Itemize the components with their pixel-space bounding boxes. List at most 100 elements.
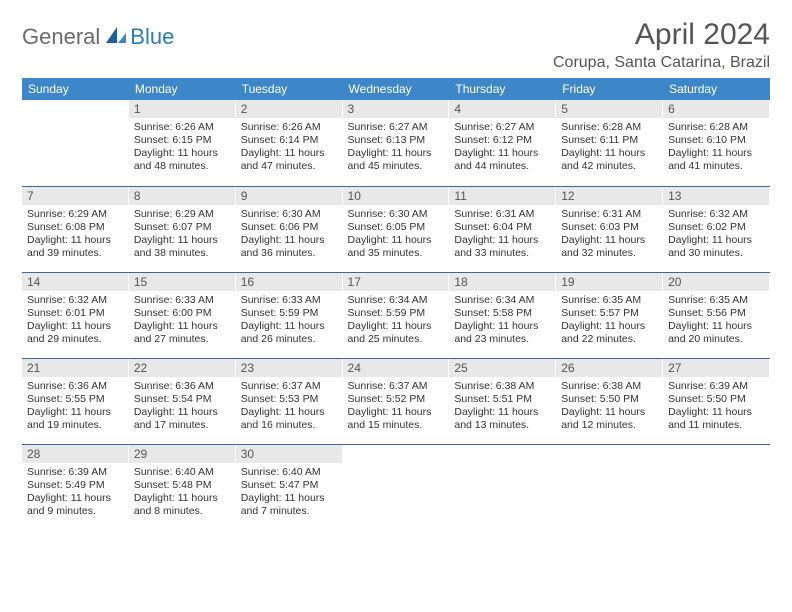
logo-sail-icon bbox=[104, 25, 128, 50]
sunrise-line: Sunrise: 6:27 AM bbox=[348, 121, 445, 134]
daylight-line: Daylight: 11 hours and 42 minutes. bbox=[561, 147, 658, 173]
day-number: 9 bbox=[236, 187, 343, 205]
day-details: Sunrise: 6:37 AMSunset: 5:53 PMDaylight:… bbox=[236, 377, 343, 438]
location: Corupa, Santa Catarina, Brazil bbox=[553, 54, 770, 72]
sunset-line: Sunset: 5:55 PM bbox=[27, 393, 124, 406]
calendar-day-cell: 19 Sunrise: 6:35 AMSunset: 5:57 PMDayligh… bbox=[556, 272, 663, 358]
sunrise-line: Sunrise: 6:28 AM bbox=[668, 121, 765, 134]
sunset-line: Sunset: 6:11 PM bbox=[561, 134, 658, 147]
calendar-day-cell: 25Sunrise: 6:38 AMSunset: 5:51 PMDayligh… bbox=[449, 358, 556, 444]
daylight-line: Daylight: 11 hours and 32 minutes. bbox=[561, 234, 658, 260]
sunset-line: Sunset: 5:50 PM bbox=[668, 393, 765, 406]
calendar-day-cell: 20Sunrise: 6:35 AMSunset: 5:56 PMDayligh… bbox=[663, 272, 770, 358]
month-title: April 2024 bbox=[553, 18, 770, 52]
day-details: Sunrise: 6:28 AMSunset: 6:11 PMDaylight:… bbox=[556, 118, 663, 179]
calendar-day-cell: 29Sunrise: 6:40 AMSunset: 5:48 PMDayligh… bbox=[129, 444, 236, 530]
day-details: Sunrise: 6:34 AMSunset: 5:59 PMDaylight:… bbox=[343, 291, 450, 352]
calendar-day-cell: 10Sunrise: 6:30 AMSunset: 6:05 PMDayligh… bbox=[343, 186, 450, 272]
calendar-day-cell: 12Sunrise: 6:31 AMSunset: 6:03 PMDayligh… bbox=[556, 186, 663, 272]
day-details: Sunrise: 6:40 AMSunset: 5:47 PMDaylight:… bbox=[236, 463, 343, 524]
calendar-header-row: SundayMondayTuesdayWednesdayThursdayFrid… bbox=[22, 78, 770, 100]
day-number: 10 bbox=[343, 187, 450, 205]
daylight-line: Daylight: 11 hours and 15 minutes. bbox=[348, 406, 445, 432]
daylight-line: Daylight: 11 hours and 29 minutes. bbox=[27, 320, 124, 346]
calendar-day-cell: 13Sunrise: 6:32 AMSunset: 6:02 PMDayligh… bbox=[663, 186, 770, 272]
sunrise-line: Sunrise: 6:31 AM bbox=[454, 208, 551, 221]
sunrise-line: Sunrise: 6:38 AM bbox=[454, 380, 551, 393]
weekday-header: Monday bbox=[129, 78, 236, 100]
calendar-day-cell: 6 Sunrise: 6:28 AMSunset: 6:10 PMDaylight… bbox=[663, 100, 770, 186]
logo-text-blue: Blue bbox=[130, 24, 174, 50]
daylight-line: Daylight: 11 hours and 25 minutes. bbox=[348, 320, 445, 346]
sunrise-line: Sunrise: 6:26 AM bbox=[134, 121, 231, 134]
day-number: 18 bbox=[449, 273, 556, 291]
day-number: 22 bbox=[129, 359, 236, 377]
sunrise-line: Sunrise: 6:37 AM bbox=[241, 380, 338, 393]
sunrise-line: Sunrise: 6:39 AM bbox=[27, 466, 124, 479]
calendar-body: .1Sunrise: 6:26 AMSunset: 6:15 PMDayligh… bbox=[22, 100, 770, 530]
day-number: 6 bbox=[663, 100, 770, 118]
calendar-day-cell: 3Sunrise: 6:27 AMSunset: 6:13 PMDaylight… bbox=[343, 100, 450, 186]
calendar-day-cell: 5Sunrise: 6:28 AMSunset: 6:11 PMDaylight… bbox=[556, 100, 663, 186]
day-number: 4 bbox=[449, 100, 556, 118]
day-number: 19 bbox=[556, 273, 663, 291]
calendar-day-cell: . bbox=[343, 444, 450, 530]
calendar-day-cell: . bbox=[663, 444, 770, 530]
sunset-line: Sunset: 6:15 PM bbox=[134, 134, 231, 147]
calendar-day-cell: 4Sunrise: 6:27 AMSunset: 6:12 PMDaylight… bbox=[449, 100, 556, 186]
daylight-line: Daylight: 11 hours and 17 minutes. bbox=[134, 406, 231, 432]
daylight-line: Daylight: 11 hours and 22 minutes. bbox=[561, 320, 658, 346]
calendar-week-row: .1Sunrise: 6:26 AMSunset: 6:15 PMDayligh… bbox=[22, 100, 770, 186]
day-details: Sunrise: 6:26 AMSunset: 6:15 PMDaylight:… bbox=[129, 118, 236, 179]
calendar-day-cell: 18Sunrise: 6:34 AMSunset: 5:58 PMDayligh… bbox=[449, 272, 556, 358]
sunset-line: Sunset: 6:06 PM bbox=[241, 221, 338, 234]
header: General Blue April 2024 Corupa, Santa Ca… bbox=[22, 18, 770, 72]
daylight-line: Daylight: 11 hours and 47 minutes. bbox=[241, 147, 338, 173]
sunset-line: Sunset: 6:14 PM bbox=[241, 134, 338, 147]
sunrise-line: Sunrise: 6:35 AM bbox=[668, 294, 765, 307]
daylight-line: Daylight: 11 hours and 20 minutes. bbox=[668, 320, 765, 346]
day-details: Sunrise: 6:33 AMSunset: 6:00 PMDaylight:… bbox=[129, 291, 236, 352]
day-number: 25 bbox=[449, 359, 556, 377]
daylight-line: Daylight: 11 hours and 27 minutes. bbox=[134, 320, 231, 346]
daylight-line: Daylight: 11 hours and 41 minutes. bbox=[668, 147, 765, 173]
sunrise-line: Sunrise: 6:34 AM bbox=[454, 294, 551, 307]
calendar-day-cell: 16Sunrise: 6:33 AMSunset: 5:59 PMDayligh… bbox=[236, 272, 343, 358]
daylight-line: Daylight: 11 hours and 16 minutes. bbox=[241, 406, 338, 432]
day-number: 24 bbox=[343, 359, 450, 377]
sunset-line: Sunset: 6:10 PM bbox=[668, 134, 765, 147]
day-details: Sunrise: 6:26 AMSunset: 6:14 PMDaylight:… bbox=[236, 118, 343, 179]
title-block: April 2024 Corupa, Santa Catarina, Brazi… bbox=[553, 18, 770, 72]
sunrise-line: Sunrise: 6:35 AM bbox=[561, 294, 658, 307]
sunrise-line: Sunrise: 6:37 AM bbox=[348, 380, 445, 393]
sunrise-line: Sunrise: 6:27 AM bbox=[454, 121, 551, 134]
day-details: Sunrise: 6:35 AMSunset: 5:56 PMDaylight:… bbox=[663, 291, 770, 352]
sunset-line: Sunset: 5:59 PM bbox=[241, 307, 338, 320]
sunset-line: Sunset: 5:57 PM bbox=[561, 307, 658, 320]
sunset-line: Sunset: 6:07 PM bbox=[134, 221, 231, 234]
day-number: 30 bbox=[236, 445, 343, 463]
calendar-day-cell: 21Sunrise: 6:36 AMSunset: 5:55 PMDayligh… bbox=[22, 358, 129, 444]
daylight-line: Daylight: 11 hours and 39 minutes. bbox=[27, 234, 124, 260]
daylight-line: Daylight: 11 hours and 7 minutes. bbox=[241, 492, 338, 518]
sunrise-line: Sunrise: 6:33 AM bbox=[241, 294, 338, 307]
sunset-line: Sunset: 6:00 PM bbox=[134, 307, 231, 320]
calendar-week-row: 21 Sunrise: 6:36 AMSunset: 5:55 PM Dayligh… bbox=[22, 358, 770, 444]
day-number: 11 bbox=[449, 187, 556, 205]
daylight-line: Daylight: 11 hours and 35 minutes. bbox=[348, 234, 445, 260]
sunset-line: Sunset: 5:52 PM bbox=[348, 393, 445, 406]
calendar-day-cell: 8Sunrise: 6:29 AMSunset: 6:07 PMDaylight… bbox=[129, 186, 236, 272]
sunset-line: Sunset: 6:04 PM bbox=[454, 221, 551, 234]
day-number: 20 bbox=[663, 273, 770, 291]
day-number: 21 bbox=[22, 359, 129, 377]
daylight-line: Daylight: 11 hours and 38 minutes. bbox=[134, 234, 231, 260]
day-details: Sunrise: 6:38 AMSunset: 5:51 PMDaylight:… bbox=[449, 377, 556, 438]
sunrise-line: Sunrise: 6:36 AM bbox=[27, 380, 124, 393]
day-details: Sunrise: 6:29 AMSunset: 6:08 PMDaylight:… bbox=[22, 205, 129, 266]
day-number: 7 bbox=[22, 187, 129, 205]
day-number: 12 bbox=[556, 187, 663, 205]
day-details: Sunrise: 6:31 AMSunset: 6:04 PMDaylight:… bbox=[449, 205, 556, 266]
weekday-header: Wednesday bbox=[343, 78, 450, 100]
day-number: 23 bbox=[236, 359, 343, 377]
sunset-line: Sunset: 6:03 PM bbox=[561, 221, 658, 234]
